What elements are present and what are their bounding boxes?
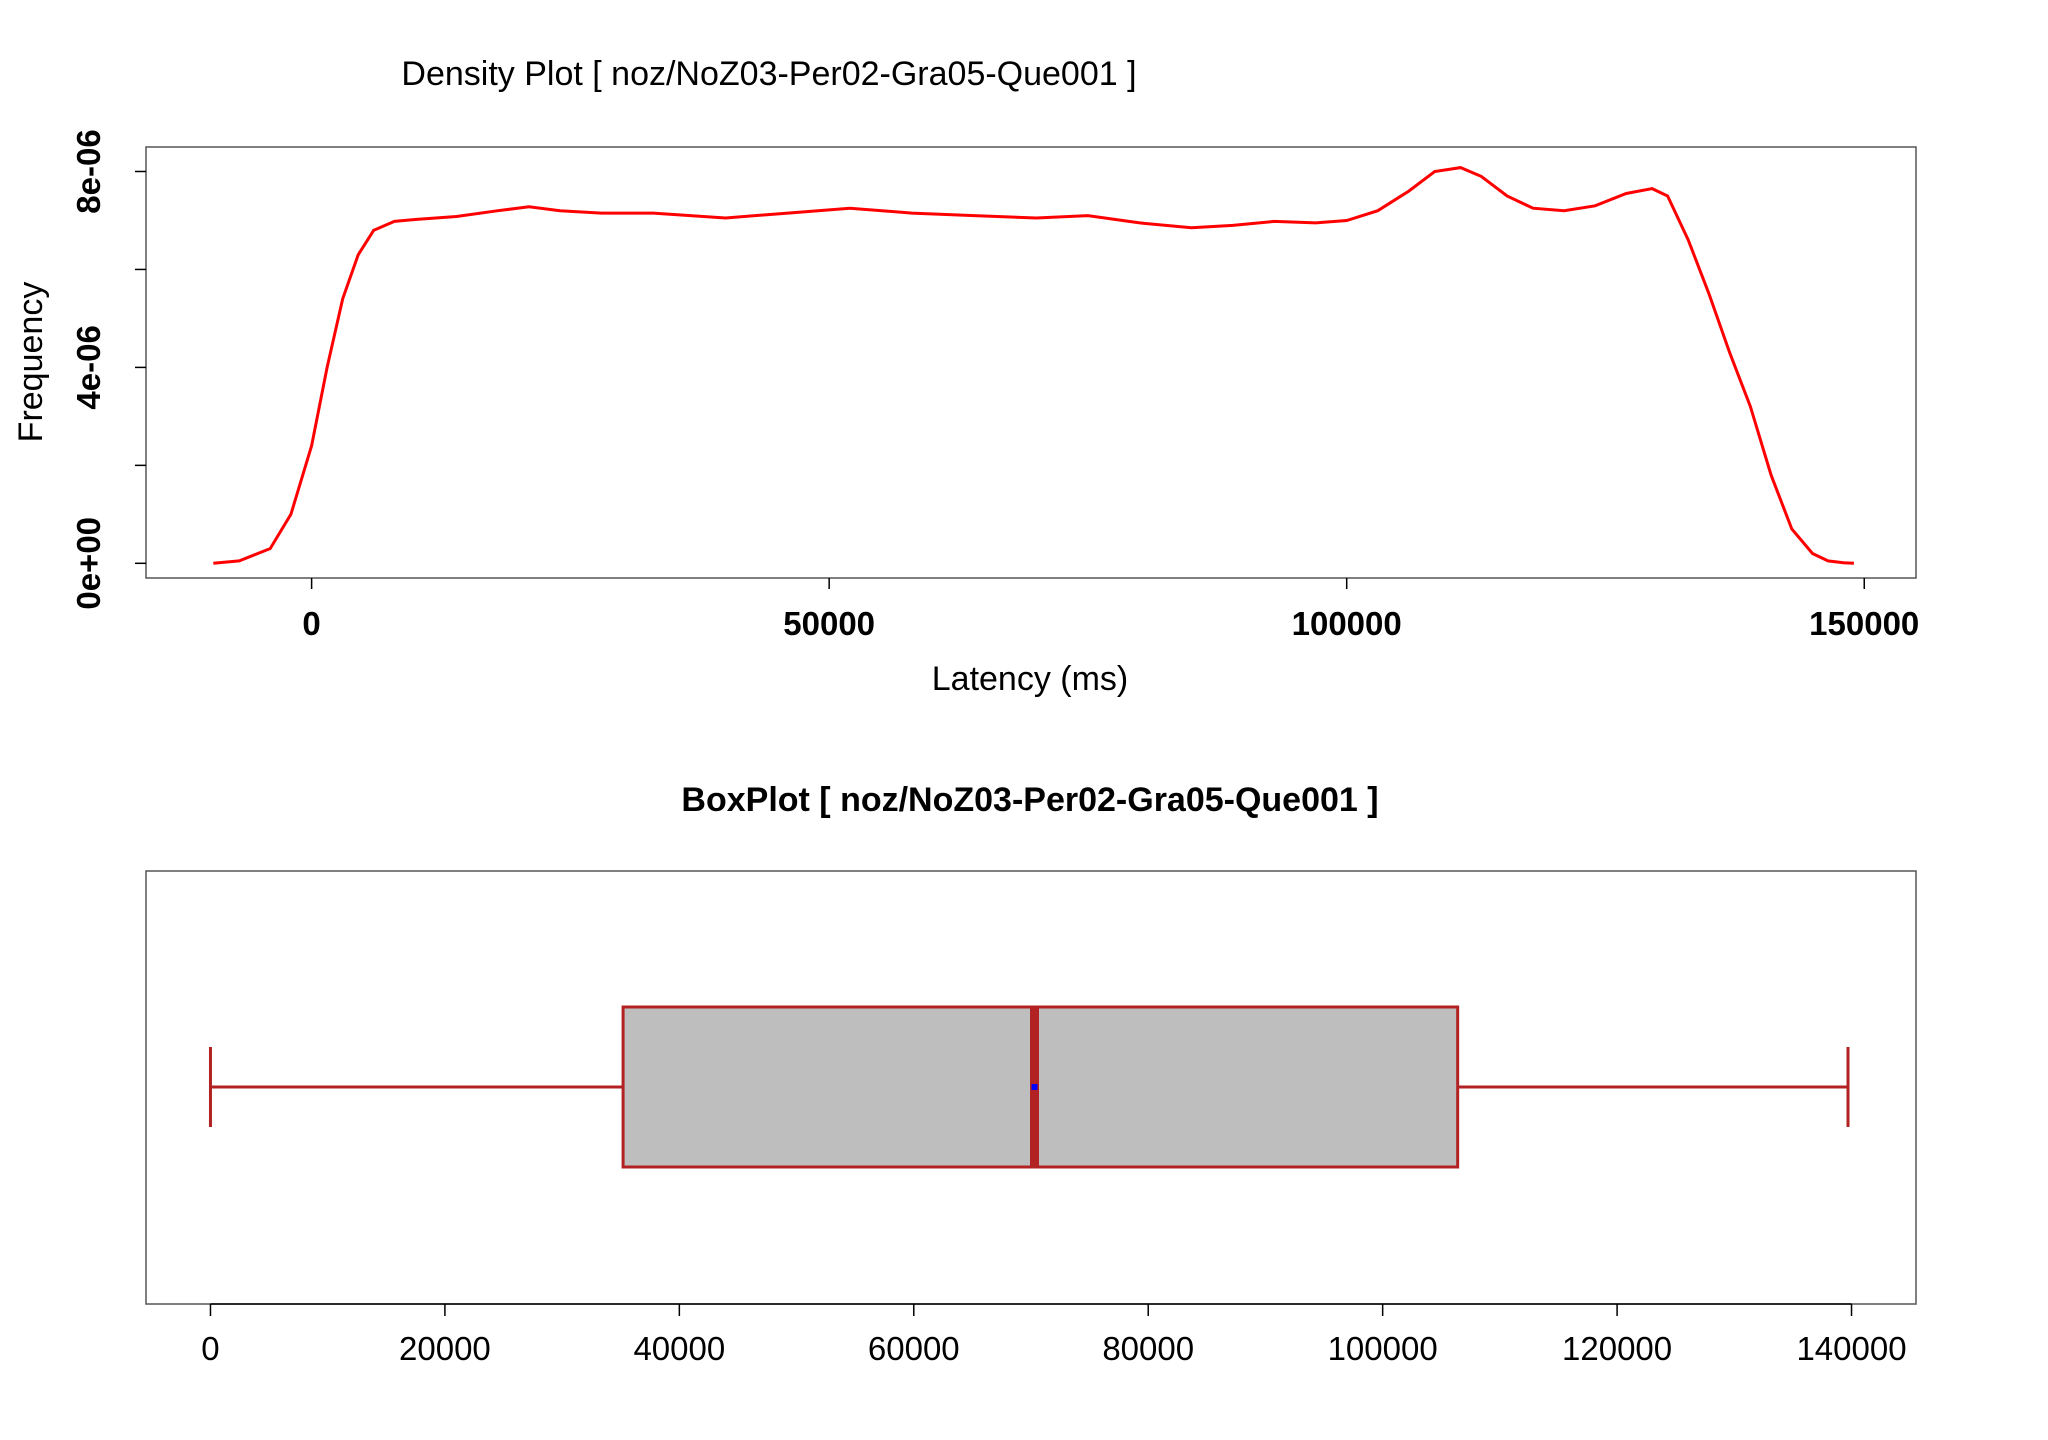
- density-y-tick-label: 0e+00: [70, 517, 107, 610]
- density-x-tick-label: 50000: [783, 605, 875, 642]
- mean-marker: [1031, 1084, 1038, 1090]
- density-y-tick-label: 8e-06: [70, 129, 107, 213]
- box-plot-marks: [208, 1005, 1850, 1169]
- density-plot-frame: [145, 146, 1917, 579]
- density-y-axis: 0e+00 4e-06 8e-06: [70, 129, 146, 610]
- density-x-tick-label: 0: [302, 605, 320, 642]
- box-plot-panel: BoxPlot [ noz/NoZ03-Per02-Gra05-Que001 ]…: [145, 781, 1917, 1367]
- box-x-tick-label: 20000: [399, 1330, 491, 1367]
- density-plot-title: Density Plot [ noz/NoZ03-Per02-Gra05-Que…: [401, 55, 1136, 93]
- density-plot-panel: Density Plot [ noz/NoZ03-Per02-Gra05-Que…: [12, 55, 1919, 698]
- box-x-tick-label: 40000: [633, 1330, 725, 1367]
- density-x-tick-label: 150000: [1809, 605, 1919, 642]
- density-curve: [213, 166, 1854, 565]
- interquartile-box: [621, 1005, 1460, 1169]
- box-x-tick-label: 140000: [1796, 1330, 1906, 1367]
- box-plot-title: BoxPlot [ noz/NoZ03-Per02-Gra05-Que001 ]: [681, 781, 1378, 819]
- density-x-tick-label: 100000: [1292, 605, 1402, 642]
- density-y-axis-label: Frequency: [12, 282, 50, 443]
- density-x-axis: 0 50000 100000 150000: [302, 578, 1919, 642]
- density-y-tick-label: 4e-06: [70, 325, 107, 409]
- box-x-tick-label: 120000: [1562, 1330, 1672, 1367]
- box-x-tick-label: 0: [201, 1330, 219, 1367]
- box-x-tick-label: 100000: [1328, 1330, 1438, 1367]
- box-x-tick-label: 80000: [1102, 1330, 1194, 1367]
- box-x-tick-label: 60000: [868, 1330, 960, 1367]
- density-x-axis-label: Latency (ms): [932, 660, 1129, 698]
- box-x-axis: 0 20000 40000 60000 80000 100000 120000 140000: [201, 1303, 1907, 1367]
